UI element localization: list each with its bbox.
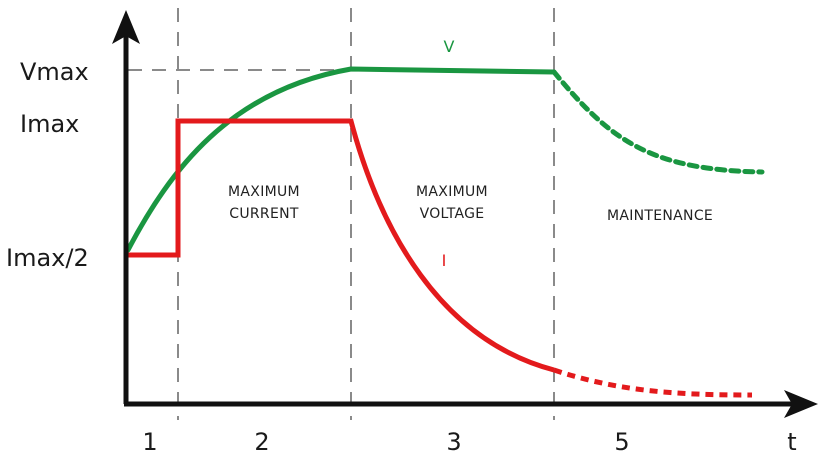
- current-curve-solid: [128, 118, 555, 373]
- phase-max-current-line2: CURRENT: [229, 206, 299, 222]
- x-axis-label: t: [787, 428, 796, 455]
- phase-max-voltage-line2: VOLTAGE: [420, 206, 485, 222]
- phase-max-voltage-line1: MAXIMUM: [416, 184, 488, 200]
- voltage-label: V: [444, 37, 455, 56]
- y-label-imax: Imax: [20, 110, 79, 138]
- voltage-curve-solid: [125, 66, 557, 253]
- phase-maintenance: MAINTENANCE: [607, 208, 713, 224]
- stage-label-3: 3: [446, 428, 461, 455]
- axes: [112, 10, 818, 418]
- phase-max-current-line1: MAXIMUM: [228, 184, 300, 200]
- stage-label-2: 2: [254, 428, 269, 455]
- stage-label-1: 1: [142, 428, 157, 455]
- current-curve: [128, 118, 753, 398]
- stage-label-5: 5: [614, 428, 629, 455]
- y-label-vmax: Vmax: [20, 58, 89, 86]
- current-label: I: [442, 251, 447, 270]
- y-axis-arrow-icon: [112, 10, 140, 44]
- x-axis-arrow-icon: [784, 390, 818, 418]
- voltage-curve: [125, 66, 765, 253]
- y-label-imax-half: Imax/2: [6, 244, 89, 272]
- current-curve-dotted: [553, 367, 753, 398]
- voltage-curve-dotted: [551, 69, 765, 175]
